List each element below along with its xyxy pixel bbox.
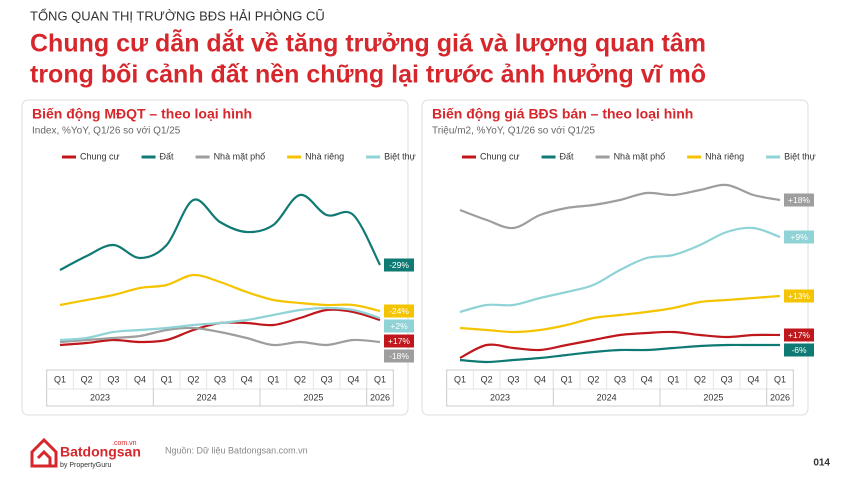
x-tick-label: Q2: [81, 374, 93, 384]
series-line: [459, 343, 780, 364]
change-badge: [784, 289, 814, 303]
change-label: -29%: [389, 260, 409, 270]
legend-label: Đất: [560, 151, 575, 161]
change-label: -24%: [389, 306, 409, 316]
change-badge: [384, 334, 414, 348]
x-tick-label: Q3: [107, 374, 119, 384]
x-tick-label: Q1: [161, 374, 173, 384]
change-label: +9%: [790, 232, 808, 242]
legend-label: Biệt thự: [384, 151, 416, 161]
series-line: [459, 226, 781, 314]
x-tick-label: Q2: [587, 374, 599, 384]
x-tick-label: Q4: [641, 374, 653, 384]
year-label: 2026: [370, 392, 390, 402]
series-line: [459, 330, 781, 359]
change-badge: [384, 258, 414, 272]
change-label: +17%: [788, 330, 810, 340]
chart-title: Biến động giá BĐS bán – theo loại hình: [432, 106, 693, 122]
x-tick-label: Q3: [614, 374, 626, 384]
series-line: [459, 294, 781, 334]
change-badge: [784, 343, 814, 357]
chart-subtitle: Triệu/m2, %YoY, Q1/26 so với Q1/25: [432, 126, 595, 137]
change-badge: [384, 319, 414, 333]
x-tick-label: Q2: [294, 374, 306, 384]
card: [421, 99, 809, 416]
change-badge: [784, 328, 814, 342]
x-tick-label: Q3: [507, 374, 519, 384]
x-tick-label: Q1: [454, 374, 466, 384]
x-tick-label: Q1: [561, 374, 573, 384]
year-label: 2024: [597, 392, 617, 402]
legend-label: Chung cư: [80, 151, 120, 161]
change-badge: [784, 193, 814, 207]
change-label: +13%: [788, 291, 810, 301]
axis-box: [46, 369, 394, 407]
series-line: [459, 183, 781, 230]
x-tick-label: Q1: [667, 374, 679, 384]
x-tick-label: Q2: [187, 374, 199, 384]
series-line: [59, 306, 381, 342]
change-label: +2%: [390, 321, 408, 331]
x-tick-label: Q4: [347, 374, 359, 384]
change-badge: [384, 304, 414, 318]
legend-label: Đất: [160, 151, 175, 161]
card: [21, 99, 409, 416]
logo-name: Batdongsan: [60, 444, 141, 460]
x-tick-label: Q1: [374, 374, 386, 384]
change-badge: [384, 349, 414, 363]
series-line: [59, 326, 381, 347]
year-label: 2025: [703, 392, 723, 402]
year-label: 2023: [490, 392, 510, 402]
legend-label: Nhà riêng: [705, 151, 744, 161]
series-line: [59, 273, 381, 313]
year-label: 2023: [90, 392, 110, 402]
x-tick-label: Q3: [721, 374, 733, 384]
x-tick-label: Q4: [134, 374, 146, 384]
legend-label: Nhà mặt phố: [214, 151, 266, 161]
change-label: -18%: [389, 351, 409, 361]
chart-title: Biến động MĐQT – theo loại hình: [32, 106, 252, 122]
page-number: 014: [813, 458, 830, 469]
x-tick-label: Q4: [534, 374, 546, 384]
x-tick-label: Q3: [321, 374, 333, 384]
x-tick-label: Q4: [747, 374, 759, 384]
logo: Batdongsan .com.vn by PropertyGuru: [30, 437, 141, 469]
change-label: +18%: [788, 195, 810, 205]
chart-subtitle: Index, %YoY, Q1/26 so với Q1/25: [32, 126, 181, 137]
year-label: 2024: [197, 392, 217, 402]
logo-icon: [30, 437, 58, 468]
x-tick-label: Q1: [774, 374, 786, 384]
x-tick-label: Q4: [241, 374, 253, 384]
logo-domain: .com.vn: [112, 440, 137, 447]
x-tick-label: Q1: [54, 374, 66, 384]
legend-label: Nhà mặt phố: [614, 151, 666, 161]
title-line: trong bối cảnh đất nền chững lại trước ả…: [30, 61, 706, 89]
legend-label: Chung cư: [480, 151, 520, 161]
change-label: +17%: [388, 336, 410, 346]
source: Nguồn: Dữ liệu Batdongsan.com.vn: [165, 445, 308, 455]
axis-box: [446, 369, 794, 407]
x-tick-label: Q2: [481, 374, 493, 384]
x-tick-label: Q1: [267, 374, 279, 384]
x-tick-label: Q2: [694, 374, 706, 384]
legend-label: Biệt thự: [784, 151, 816, 161]
year-label: 2026: [770, 392, 790, 402]
legend-label: Nhà riêng: [305, 151, 344, 161]
change-badge: [784, 230, 814, 244]
kicker: TỔNG QUAN THỊ TRƯỜNG BĐS HẢI PHÒNG CŨ: [30, 8, 325, 23]
series-line: [59, 193, 381, 271]
x-tick-label: Q3: [214, 374, 226, 384]
logo-tagline: by PropertyGuru: [60, 462, 111, 469]
title-line: Chung cư dẫn dắt về tăng trưởng giá và l…: [30, 28, 706, 58]
change-label: -6%: [791, 345, 807, 355]
year-label: 2025: [303, 392, 323, 402]
